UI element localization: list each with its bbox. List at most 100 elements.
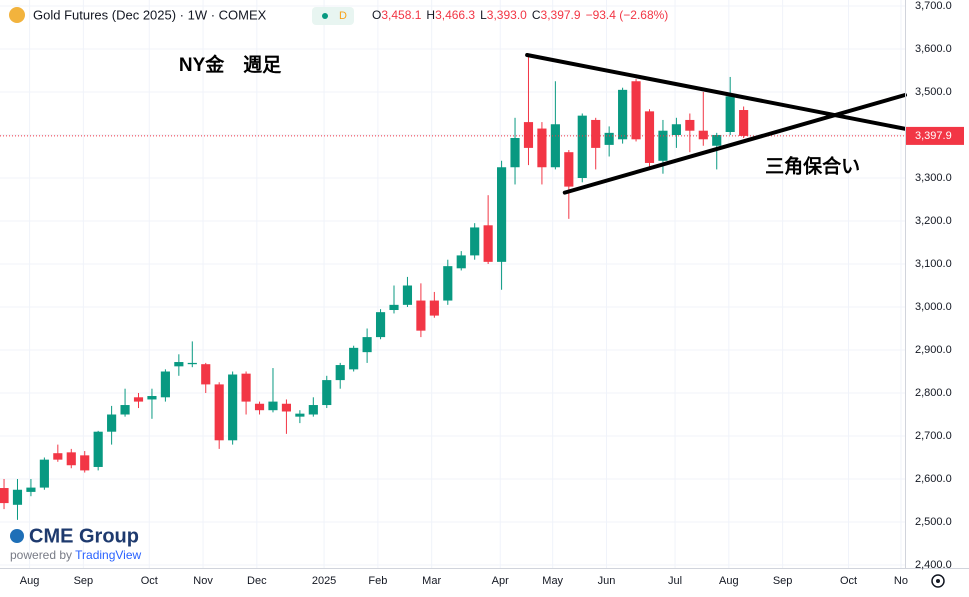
gear[interactable] [931,574,945,588]
candle-body [362,337,372,353]
watermark: CME Group powered by TradingView [10,525,142,562]
y-tick-label: 3,300.0 [915,172,952,184]
candle-body [416,300,426,331]
candle-body [174,362,184,367]
candle-body [644,111,655,163]
candle-body [389,304,399,311]
candle-body [658,130,668,161]
candle-body [241,373,251,402]
candle-body [133,397,144,402]
axes: 2,400.0 2,500.0 2,600.0 2,700.0 2,800.0 2,900… [20,0,964,587]
x-tick-label: Oct [840,575,857,587]
candle-body [577,115,587,178]
candle-body [308,405,318,415]
candle-body [497,167,507,262]
x-tick-label: Dec [247,575,267,587]
x-tick-label: Feb [368,575,387,587]
candle-body [591,119,601,148]
candle-body [618,89,628,140]
candle-body [470,227,480,256]
candle-body [53,453,63,460]
candle-body [456,255,466,269]
candle-body [66,452,76,466]
candle-body [631,81,641,140]
chart-title: Gold Futures (Dec 2025) · 1W · COMEX [33,7,267,22]
y-tick-label: 3,200.0 [915,215,952,227]
annotation: 三角保合い [765,154,860,177]
trendline [525,53,913,132]
candle-body [698,130,708,140]
ohlc-value: 3,458.1 [381,8,421,22]
ohlc-value: 3,466.3 [435,8,475,22]
candle-body [604,132,614,145]
candle-body [510,138,520,168]
y-tick-label: 2,400.0 [915,559,952,571]
y-tick-label: 2,500.0 [915,516,952,528]
y-tick-label: 2,900.0 [915,344,952,356]
x-tick-label: Aug [20,575,40,587]
candle-body [12,489,23,505]
candle-body [739,110,749,136]
candle-body [39,459,49,488]
y-tick-label: 3,700.0 [915,0,952,12]
brand-text: CME Group [29,525,139,547]
candle-body [107,414,117,432]
settings-icon[interactable] [931,574,945,588]
ohlc-key: C [532,8,541,22]
y-tick-label: 2,800.0 [915,387,952,399]
candle-body [0,488,9,504]
candle-body [685,119,695,131]
ohlc-key: L [480,8,487,22]
change: −93.4 (−2.68%) [586,8,669,22]
candle-body [201,364,211,385]
grid [0,0,905,568]
candle-body [322,380,332,406]
candle-body [523,122,534,148]
y-tick-label: 3,000.0 [915,301,952,313]
x-tick-label: Jul [668,575,682,587]
candle-body [160,371,170,398]
candle-body [712,135,722,146]
x-tick-label: 2025 [312,575,336,587]
y-tick-label: 2,700.0 [915,430,952,442]
x-tick-label: Oct [141,575,158,587]
candle-body [335,365,345,381]
x-tick-label: Sep [74,575,94,587]
candle-body [268,401,278,411]
y-tick-label: 3,100.0 [915,258,952,270]
ohlc-key: H [426,8,435,22]
candle-body [483,225,493,262]
x-tick-label: Nov [193,575,213,587]
candle-body [254,403,265,411]
powered-text: powered by TradingView [10,548,142,562]
y-tick-label: 3,600.0 [915,43,952,55]
ohlc-key: O [372,8,381,22]
x-tick-label: Aug [719,575,739,587]
candle-body [443,266,453,301]
y-tick-label: 3,500.0 [915,86,952,98]
header: Gold Futures (Dec 2025) · 1W · COMEX D O… [9,7,668,25]
candle-body [26,487,36,492]
status-badge [312,7,354,25]
candle-body [214,384,224,441]
candle-body [564,152,574,187]
ohlc-text: O3,458.1 H3,466.3 L3,393.0 C3,397.9 −93.4 (−… [372,8,668,22]
ohlc-value: 3,393.0 [487,8,527,22]
gear-center[interactable] [936,579,940,583]
ohlc-values: O3,458.1 H3,466.3 L3,393.0 C3,397.9 −93.4 (−… [372,8,668,22]
candle-body [725,96,735,132]
candle-body [671,124,681,135]
candle-body [375,312,386,338]
candle-body [349,347,359,370]
cme-logo [10,529,24,543]
candle-body [402,285,413,305]
x-tick-label: May [542,575,563,587]
symbol-icon [9,7,25,23]
trendline [562,93,907,195]
candle-body [537,128,547,168]
x-tick-label: Apr [492,575,509,587]
candle-body [281,403,291,412]
